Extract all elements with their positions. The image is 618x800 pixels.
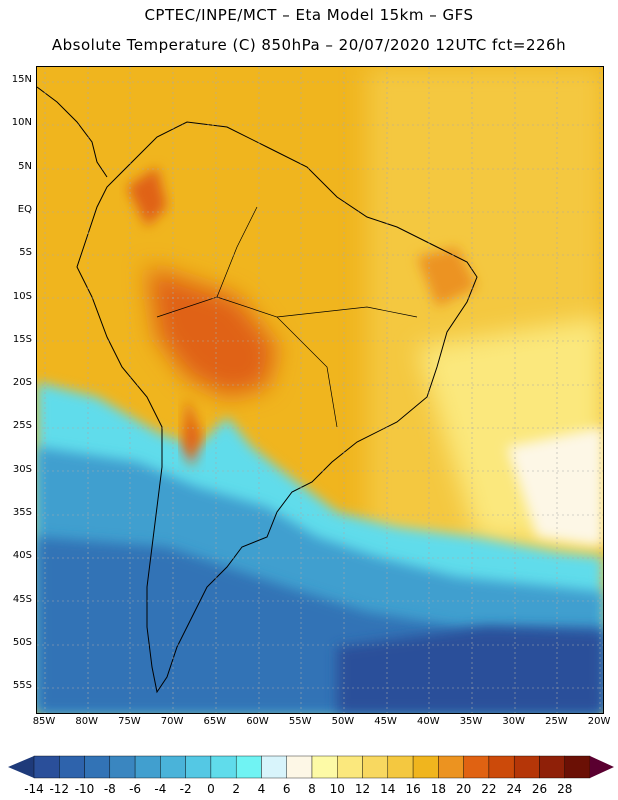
colorbar-label: -6: [129, 782, 142, 796]
lon-label: 25W: [545, 716, 568, 727]
colorbar-label: -4: [154, 782, 167, 796]
lat-label: 15S: [12, 333, 32, 345]
colorbar-over-triangle: [590, 756, 614, 778]
hot-region-interior: [147, 267, 277, 397]
lon-label: 40W: [416, 716, 440, 727]
title-line-2: Absolute Temperature (C) 850hPa – 20/07/…: [51, 36, 567, 54]
colorbar-label: 28: [557, 782, 573, 796]
colorbar-swatch: [235, 755, 262, 779]
lon-label: 80W: [75, 716, 98, 727]
title-line-1: CPTEC/INPE/MCT – Eta Model 15km – GFS: [144, 6, 474, 24]
colorbar-label: 4: [257, 782, 266, 796]
colorbar-label: 8: [308, 782, 316, 796]
colorbar-label: 12: [354, 782, 371, 796]
colorbar-label: 2: [232, 782, 240, 796]
lat-label: 25S: [12, 420, 32, 432]
colorbar-swatch: [134, 755, 161, 779]
colorbar-swatch: [84, 755, 111, 779]
colorbar-label: -8: [103, 782, 116, 796]
lat-label: 30S: [12, 463, 32, 475]
lon-label: 20W: [587, 716, 611, 727]
colorbar-swatch: [387, 755, 414, 779]
ocean-cream-field: [507, 427, 603, 547]
graticule: [37, 67, 603, 713]
colorbar-swatch: [463, 755, 490, 779]
colorbar-label: 24: [506, 782, 522, 796]
coldest-air-mass: [337, 627, 603, 713]
colorbar-label: 16: [405, 782, 421, 796]
colorbar-swatch: [59, 755, 85, 779]
colorbar-swatch: [564, 755, 591, 779]
lon-label: 30W: [502, 716, 525, 727]
lon-label: 65W: [203, 716, 227, 727]
lat-label: 10S: [12, 290, 32, 302]
colorbar-swatch: [261, 755, 287, 779]
colorbar-label: 14: [380, 782, 396, 796]
lon-label: 60W: [246, 716, 269, 727]
lat-label: 20S: [12, 377, 32, 389]
country-borders: [156, 206, 418, 428]
colorbar-label: 18: [430, 782, 446, 796]
hot-region-east: [417, 247, 477, 307]
colorbar-swatch: [160, 755, 186, 779]
lon-label: 85W: [32, 716, 56, 727]
colorbar-swatch: [286, 755, 313, 779]
lon-label: 35W: [459, 716, 483, 727]
colorbar-label: 0: [207, 782, 215, 796]
lon-label: 55W: [288, 716, 312, 727]
lat-label: 5N: [18, 160, 32, 172]
colorbar-label: 22: [481, 782, 497, 796]
temperature-map: [36, 66, 604, 714]
colorbar-swatch: [109, 755, 136, 779]
lat-label: 5S: [19, 247, 32, 259]
colorbar-swatch: [513, 755, 540, 779]
lon-label: 45W: [374, 716, 397, 727]
colorbar-label: -10: [74, 782, 95, 796]
lat-label: 45S: [12, 593, 32, 605]
colorbar-swatch: [311, 755, 338, 779]
colorbar-swatch: [33, 755, 60, 779]
colorbar-swatch: [185, 755, 212, 779]
coastline: [76, 121, 478, 694]
colorbar-swatch: [337, 755, 363, 779]
lat-label: 35S: [12, 507, 32, 518]
lat-label: 55S: [12, 680, 32, 692]
colorbar-swatch: [362, 755, 389, 779]
lon-label: 50W: [331, 716, 355, 727]
colorbar: [8, 755, 614, 779]
lat-label: 15N: [11, 74, 32, 85]
lat-label: 10N: [11, 117, 32, 129]
lat-label: EQ: [17, 203, 32, 215]
lat-label: 50S: [12, 636, 32, 648]
colorbar-swatch: [539, 755, 565, 779]
colorbar-label: -2: [179, 782, 192, 796]
hot-region-andes: [182, 397, 202, 467]
lat-label: 40S: [12, 550, 32, 562]
lon-label: 70W: [160, 716, 184, 727]
colorbar-label: 26: [531, 782, 548, 796]
colorbar-label: 10: [329, 782, 345, 796]
colorbar-swatch: [488, 755, 515, 779]
colorbar-label: 6: [282, 782, 291, 796]
colorbar-swatch: [412, 755, 439, 779]
colorbar-label: 20: [455, 782, 472, 796]
colorbar-swatch: [210, 755, 237, 779]
colorbar-under-triangle: [8, 756, 34, 778]
lon-label: 75W: [118, 716, 141, 727]
colorbar-swatch: [438, 755, 464, 779]
colorbar-label: -12: [49, 782, 70, 796]
colorbar-label: -14: [24, 782, 44, 796]
map-canvas: [37, 67, 603, 713]
central-america-coast: [37, 86, 108, 178]
